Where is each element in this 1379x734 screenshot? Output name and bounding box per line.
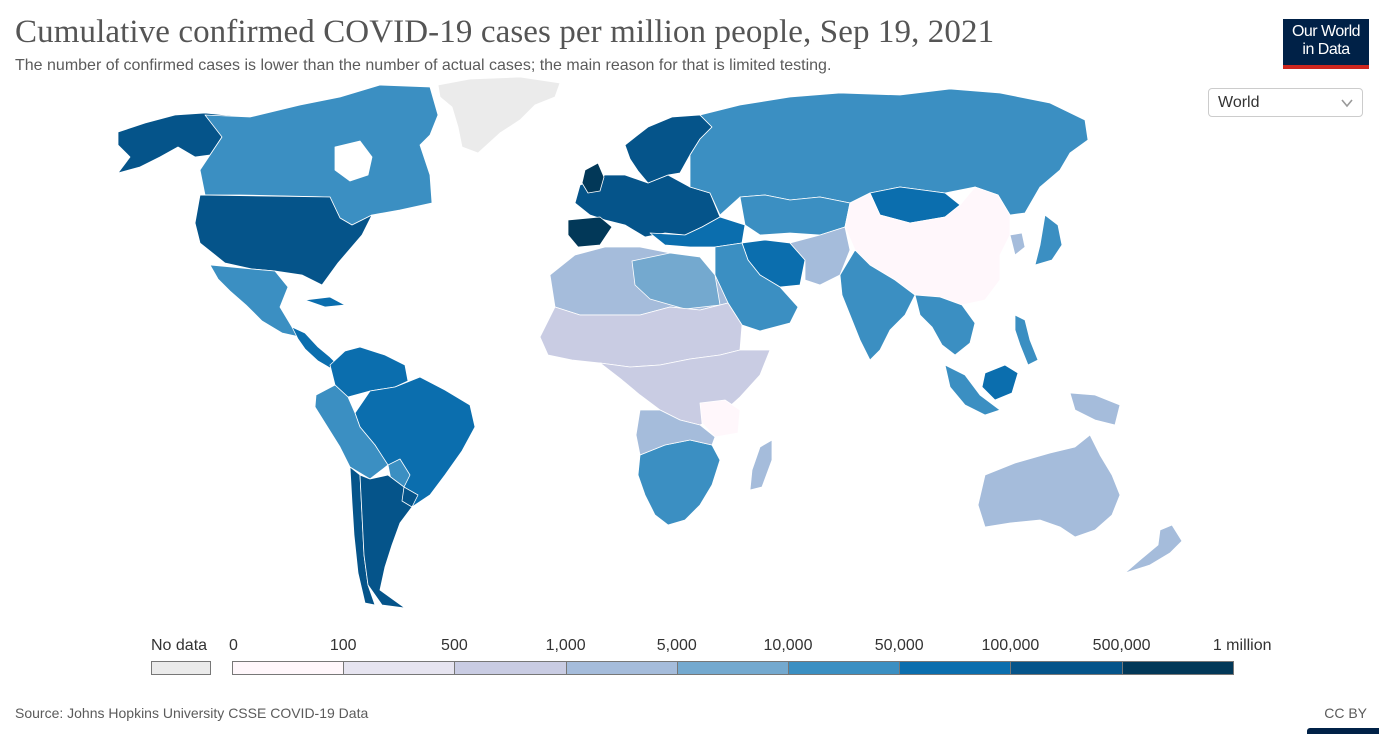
- world-map[interactable]: [0, 75, 1379, 625]
- region-philippines[interactable]: [1014, 314, 1039, 366]
- legend-bin-5[interactable]: [676, 661, 789, 675]
- license-link[interactable]: CC BY: [1324, 705, 1367, 721]
- region-kazakhstan[interactable]: [739, 194, 851, 236]
- legend-tick-label: 1 million: [1212, 637, 1272, 654]
- legend-bin-4[interactable]: [565, 661, 678, 675]
- legend-tick-label: 500,000: [1092, 637, 1151, 654]
- region-central-america[interactable]: [291, 326, 339, 369]
- region-uruguay[interactable]: [401, 486, 419, 508]
- region-canada[interactable]: [199, 84, 439, 226]
- region-uk[interactable]: [581, 162, 605, 194]
- region-east-africa[interactable]: [699, 399, 741, 438]
- legend-bin-3[interactable]: [454, 661, 567, 675]
- region-madagascar[interactable]: [749, 439, 773, 491]
- region-turkey[interactable]: [649, 216, 746, 248]
- legend-tick-label: 0: [229, 637, 238, 654]
- legend-tick-label: 50,000: [874, 637, 924, 654]
- legend-bin-6[interactable]: [788, 661, 901, 675]
- region-usa[interactable]: [194, 194, 373, 286]
- legend-tick-label: 10,000: [763, 637, 813, 654]
- legend-tick-label: 1,000: [545, 637, 586, 654]
- region-australia[interactable]: [977, 434, 1121, 538]
- legend-bin-1[interactable]: [232, 661, 345, 675]
- corner-bar: [1307, 728, 1379, 734]
- color-legend: No data 0 100 500 1,000 5,000 10,000 50,000 100…: [0, 632, 1379, 682]
- chart-subtitle: The number of confirmed cases is lower t…: [15, 57, 832, 74]
- region-southern-africa[interactable]: [637, 439, 721, 526]
- region-select[interactable]: World: [1208, 88, 1363, 117]
- logo-line-2: in Data: [1302, 41, 1350, 58]
- region-cuba[interactable]: [304, 296, 346, 308]
- source-note: Source: Johns Hopkins University CSSE CO…: [15, 705, 369, 721]
- region-mexico[interactable]: [209, 264, 301, 338]
- region-southeast-asia[interactable]: [914, 294, 976, 356]
- legend-bin-9[interactable]: [1121, 661, 1234, 675]
- legend-tick-label: 500: [441, 637, 468, 654]
- chart-title: Cumulative confirmed COVID-19 cases per …: [15, 14, 995, 50]
- region-new-guinea[interactable]: [1069, 392, 1121, 426]
- region-indonesia[interactable]: [944, 364, 1001, 416]
- legend-bin-2[interactable]: [343, 661, 456, 675]
- legend-no-data-label: No data: [151, 637, 208, 654]
- legend-bin-7[interactable]: [899, 661, 1012, 675]
- region-new-zealand[interactable]: [1124, 524, 1183, 574]
- region-iberia[interactable]: [567, 216, 613, 248]
- region-hudson-bay: [334, 140, 373, 182]
- region-angola-zambia[interactable]: [635, 409, 716, 456]
- region-borneo[interactable]: [981, 364, 1019, 401]
- legend-bin-8[interactable]: [1010, 661, 1123, 675]
- region-india[interactable]: [839, 249, 916, 361]
- logo-accent-bar: [1283, 65, 1369, 69]
- region-greenland[interactable]: [437, 76, 561, 154]
- legend-tick-label: 5,000: [656, 637, 697, 654]
- legend-no-data-swatch: [151, 661, 211, 675]
- region-argentina[interactable]: [359, 474, 413, 609]
- legend-tick-label: 100,000: [981, 637, 1040, 654]
- region-japan[interactable]: [1034, 214, 1063, 266]
- logo-line-1: Our World: [1291, 23, 1361, 40]
- chevron-down-icon: [1341, 99, 1353, 108]
- region-korea[interactable]: [1009, 232, 1026, 256]
- owid-logo[interactable]: Our World in Data: [1283, 19, 1369, 69]
- legend-tick-label: 100: [329, 637, 357, 654]
- region-alaska[interactable]: [117, 112, 246, 174]
- region-select-value: World: [1218, 94, 1260, 111]
